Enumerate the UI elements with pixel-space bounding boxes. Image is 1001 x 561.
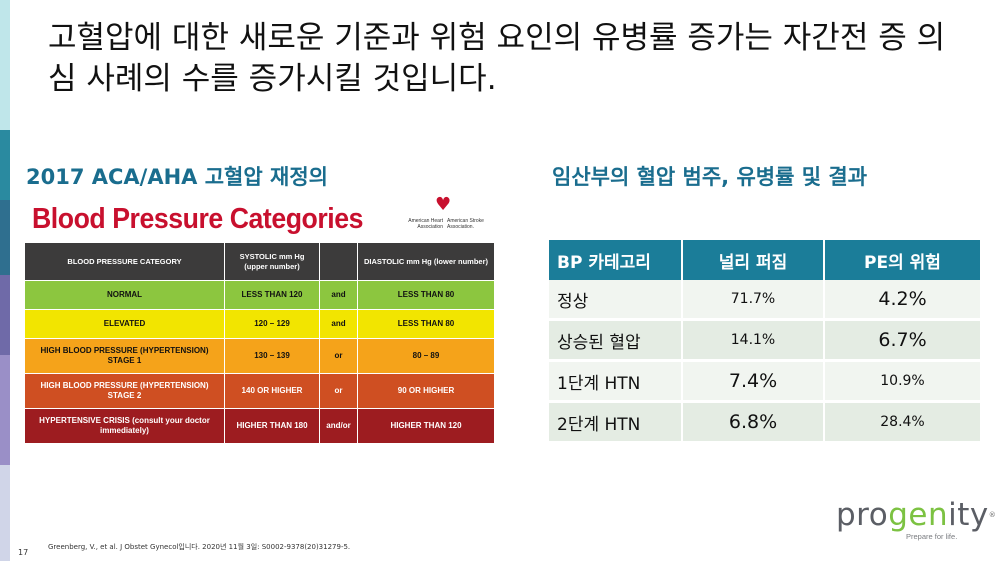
bp-row-systolic: 120 – 129 [224, 309, 320, 339]
bp-row-conj: and [319, 280, 358, 310]
header-bp-category: BP 카테고리 [549, 240, 683, 280]
row-category: 상승된 혈압 [549, 319, 683, 362]
bp-row-diastolic: HIGHER THAN 120 [357, 408, 495, 444]
bp-row-conj: or [319, 373, 358, 409]
bp-row-systolic: LESS THAN 120 [224, 280, 320, 310]
bp-header-category: BLOOD PRESSURE CATEGORY [24, 242, 225, 281]
bp-row-elevated: ELEVATED 120 – 129 and LESS THAN 80 [24, 309, 495, 339]
header-pe-risk: PE의 위험 [824, 240, 980, 280]
bp-row-crisis: HYPERTENSIVE CRISIS (consult your doctor… [24, 408, 495, 444]
slide-title: 고혈압에 대한 새로운 기준과 위험 요인의 유병률 증가는 자간전 증 의심 … [48, 20, 946, 97]
bp-row-category: HIGH BLOOD PRESSURE (HYPERTENSION) STAGE… [24, 373, 225, 409]
row-prevalence: 6.8% [682, 401, 825, 444]
bp-row-diastolic: 90 OR HIGHER [357, 373, 495, 409]
table-row: 정상 71.7% 4.2% [549, 280, 980, 321]
row-pe-risk: 6.7% [824, 319, 980, 362]
logo-word-b: gen [888, 497, 949, 533]
logo-word-c: ity [948, 497, 989, 533]
bp-chart-title: Blood Pressure Categories [32, 203, 364, 235]
row-prevalence: 7.4% [682, 360, 825, 403]
bp-row-category: HYPERTENSIVE CRISIS (consult your doctor… [24, 408, 225, 444]
bp-row-diastolic: 80 – 89 [357, 338, 495, 374]
heart-icon: ♥ [435, 194, 452, 215]
page-number: 17 [18, 548, 29, 557]
logo-registered-mark: ® [988, 511, 997, 519]
citation-footnote: Greenberg, V., et al. J Obstet Gynecol입니… [48, 543, 351, 551]
logo-wordmark: progenity® [836, 498, 996, 532]
aha-logo: ♥ American Heart Association American St… [405, 196, 491, 238]
header-prevalence: 널리 퍼짐 [682, 240, 825, 280]
row-pe-risk: 4.2% [824, 280, 980, 321]
bp-row-conj: and/or [319, 408, 358, 444]
bp-row-conj: and [319, 309, 358, 339]
bp-row-systolic: HIGHER THAN 180 [224, 408, 320, 444]
bp-row-conj: or [319, 338, 358, 374]
table-row: 1단계 HTN 7.4% 10.9% [549, 360, 980, 403]
left-section-heading: 2017 ACA/AHA 고혈압 재정의 [26, 165, 328, 189]
table-row: 2단계 HTN 6.8% 28.4% [549, 401, 980, 444]
aha-logo-right-text: American Stroke Association. [447, 218, 484, 230]
pregnancy-bp-table: BP 카테고리 널리 퍼짐 PE의 위험 정상 71.7% 4.2% 상승된 혈… [549, 240, 980, 444]
slide-accent-bar [0, 0, 10, 561]
bp-row-systolic: 140 OR HIGHER [224, 373, 320, 409]
bp-row-stage2: HIGH BLOOD PRESSURE (HYPERTENSION) STAGE… [24, 373, 495, 409]
bp-row-diastolic: LESS THAN 80 [357, 309, 495, 339]
logo-tagline: Prepare for life. [906, 532, 958, 541]
table-row: 상승된 혈압 14.1% 6.7% [549, 319, 980, 362]
logo-word-a: pro [836, 497, 889, 533]
right-section-heading: 임산부의 혈압 범주, 유병률 및 결과 [552, 165, 868, 189]
bp-row-category: ELEVATED [24, 309, 225, 339]
row-category: 1단계 HTN [549, 360, 683, 403]
bp-row-category: HIGH BLOOD PRESSURE (HYPERTENSION) STAGE… [24, 338, 225, 374]
bp-header-systolic: SYSTOLIC mm Hg (upper number) [224, 242, 320, 281]
bp-row-normal: NORMAL LESS THAN 120 and LESS THAN 80 [24, 280, 495, 310]
progenity-logo: progenity® Prepare for life. [836, 498, 996, 542]
row-prevalence: 71.7% [682, 280, 825, 321]
bp-table-header: BLOOD PRESSURE CATEGORY SYSTOLIC mm Hg (… [24, 242, 495, 281]
bp-row-diastolic: LESS THAN 80 [357, 280, 495, 310]
bp-header-spacer [319, 242, 358, 281]
row-pe-risk: 10.9% [824, 360, 980, 403]
aha-logo-left-text: American Heart Association [408, 218, 443, 230]
bp-categories-table: BLOOD PRESSURE CATEGORY SYSTOLIC mm Hg (… [24, 242, 495, 444]
row-prevalence: 14.1% [682, 319, 825, 362]
row-category: 2단계 HTN [549, 401, 683, 444]
bp-row-systolic: 130 – 139 [224, 338, 320, 374]
bp-header-diastolic: DIASTOLIC mm Hg (lower number) [357, 242, 495, 281]
bp-row-stage1: HIGH BLOOD PRESSURE (HYPERTENSION) STAGE… [24, 338, 495, 374]
row-pe-risk: 28.4% [824, 401, 980, 444]
pregnancy-table-header: BP 카테고리 널리 퍼짐 PE의 위험 [549, 240, 980, 280]
row-category: 정상 [549, 280, 683, 321]
bp-row-category: NORMAL [24, 280, 225, 310]
